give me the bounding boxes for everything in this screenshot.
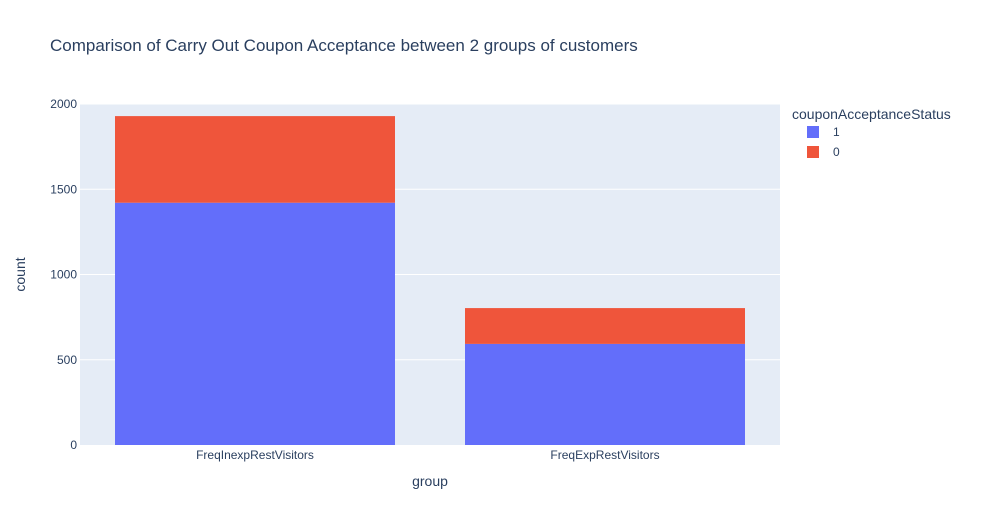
y-axis-title: count <box>12 257 28 291</box>
x-axis-ticks: FreqInexpRestVisitors FreqExpRestVisitors <box>196 448 659 462</box>
bar-0-FreqExpRestVisitors <box>465 308 745 344</box>
bar-1-FreqInexpRestVisitors <box>115 202 395 445</box>
legend-title: couponAcceptanceStatus <box>792 106 951 122</box>
legend-swatch <box>807 146 819 158</box>
bars <box>115 116 745 445</box>
chart-title: Comparison of Carry Out Coupon Acceptanc… <box>50 36 638 55</box>
legend-label: 1 <box>833 125 840 139</box>
legend: couponAcceptanceStatus 1 0 <box>792 106 951 159</box>
legend-label: 0 <box>833 145 840 159</box>
y-tick-label: 1500 <box>50 182 77 196</box>
y-tick-label: 0 <box>70 438 77 452</box>
y-tick-label: 1000 <box>50 268 77 282</box>
x-tick-label: FreqExpRestVisitors <box>550 448 659 462</box>
bar-1-FreqExpRestVisitors <box>465 343 745 445</box>
y-axis-ticks: 0 500 1000 1500 2000 <box>50 97 77 452</box>
x-tick-label: FreqInexpRestVisitors <box>196 448 314 462</box>
y-tick-label: 500 <box>57 353 77 367</box>
x-axis-title: group <box>412 473 448 489</box>
bar-0-FreqInexpRestVisitors <box>115 116 395 203</box>
legend-swatch <box>807 126 819 138</box>
y-tick-label: 2000 <box>50 97 77 111</box>
